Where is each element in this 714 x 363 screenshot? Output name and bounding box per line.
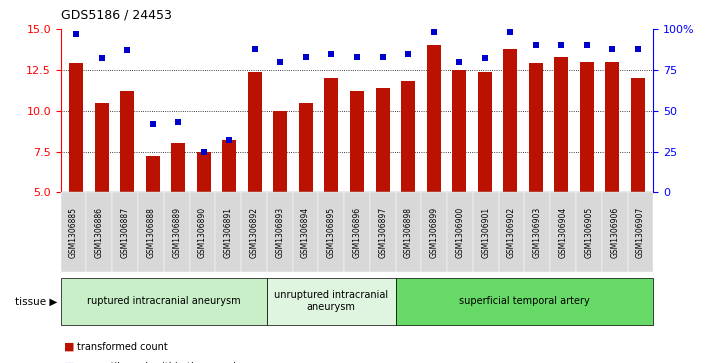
Point [479,56,491,61]
Text: GSM1306894: GSM1306894 [301,207,310,258]
Bar [94,102,109,192]
Bar [580,62,594,192]
Bar [171,143,185,192]
Text: GSM1306889: GSM1306889 [172,207,181,258]
Bar [452,70,466,192]
Text: transformed count: transformed count [77,342,168,352]
Bar [376,88,390,192]
Text: GSM1306903: GSM1306903 [533,207,542,258]
Text: GSM1306885: GSM1306885 [69,207,78,258]
Text: GSM1306898: GSM1306898 [404,207,413,258]
Bar [350,91,364,192]
Point [351,54,363,60]
Bar [554,57,568,192]
Bar [69,63,83,192]
Bar [197,152,211,192]
Bar [324,78,338,192]
Bar [503,49,517,192]
Point [555,42,567,48]
Point [633,46,644,52]
Text: GSM1306891: GSM1306891 [223,207,233,258]
Text: GSM1306890: GSM1306890 [198,207,207,258]
Point [223,137,235,143]
Text: superficial temporal artery: superficial temporal artery [459,296,590,306]
Bar [631,78,645,192]
Text: GSM1306895: GSM1306895 [327,207,336,258]
Point [300,54,311,60]
Text: percentile rank within the sample: percentile rank within the sample [77,362,242,363]
Text: GSM1306887: GSM1306887 [121,207,130,258]
Text: GSM1306900: GSM1306900 [456,207,465,258]
Point [403,50,414,56]
Point [377,54,388,60]
Text: GDS5186 / 24453: GDS5186 / 24453 [61,9,171,22]
Text: GSM1306896: GSM1306896 [353,207,361,258]
Bar [120,91,134,192]
Text: ■: ■ [64,362,75,363]
Text: GSM1306893: GSM1306893 [275,207,284,258]
Point [428,29,439,35]
Text: GSM1306904: GSM1306904 [558,207,568,258]
Bar [248,72,262,192]
Bar [222,140,236,192]
Bar [478,72,492,192]
Bar [401,81,415,192]
Point [530,42,541,48]
Text: GSM1306886: GSM1306886 [95,207,104,258]
Bar [299,102,313,192]
Point [70,31,81,37]
Text: ruptured intracranial aneurysm: ruptured intracranial aneurysm [87,296,241,306]
Bar [146,156,160,192]
Point [121,47,133,53]
Point [505,29,516,35]
Text: GSM1306906: GSM1306906 [610,207,619,258]
Text: GSM1306901: GSM1306901 [481,207,491,258]
Text: GSM1306888: GSM1306888 [146,207,156,258]
Point [326,50,337,56]
Point [173,119,184,125]
Point [275,59,286,65]
Point [96,56,107,61]
Text: GSM1306899: GSM1306899 [430,207,439,258]
Text: ■: ■ [64,342,75,352]
Text: tissue ▶: tissue ▶ [15,296,57,306]
Text: GSM1306892: GSM1306892 [249,207,258,258]
Point [453,59,465,65]
Text: GSM1306897: GSM1306897 [378,207,387,258]
Point [607,46,618,52]
Point [147,121,159,127]
Point [581,42,593,48]
Text: GSM1306902: GSM1306902 [507,207,516,258]
Bar [273,111,288,192]
Text: GSM1306907: GSM1306907 [636,207,645,258]
Bar [426,45,441,192]
Bar [529,63,543,192]
Point [249,46,261,52]
Bar [605,62,620,192]
Text: unruptured intracranial
aneurysm: unruptured intracranial aneurysm [274,290,388,312]
Point [198,149,209,155]
Text: GSM1306905: GSM1306905 [584,207,593,258]
